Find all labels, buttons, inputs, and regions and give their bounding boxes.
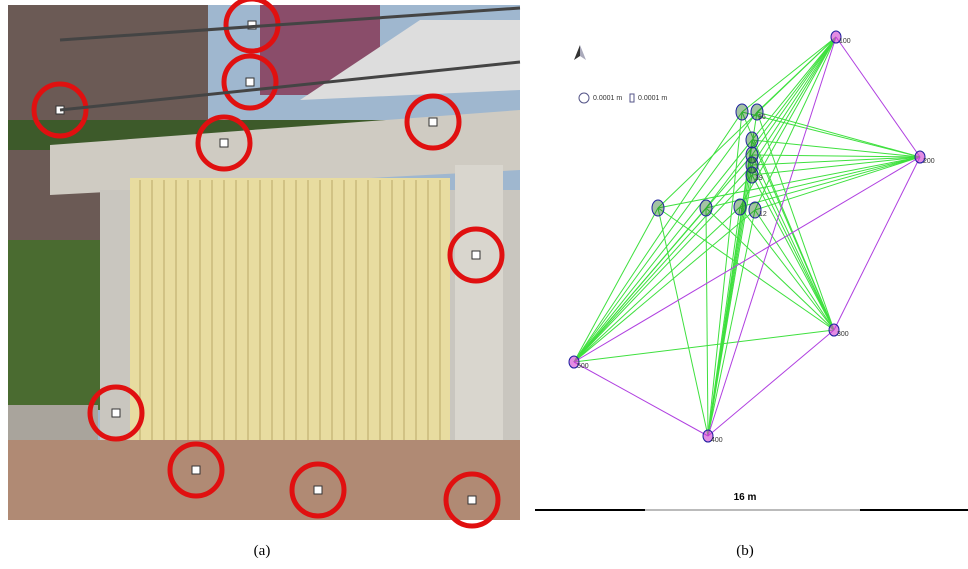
green-link xyxy=(752,37,836,165)
green-link xyxy=(658,208,708,436)
node-label: 400 xyxy=(711,437,723,444)
green-link xyxy=(752,37,836,155)
target-plate xyxy=(429,118,437,126)
green-link xyxy=(752,155,920,157)
green-link xyxy=(574,330,834,362)
green-link xyxy=(752,140,920,157)
target-plate xyxy=(192,466,200,474)
node-label: 12 xyxy=(759,211,767,218)
target-plate xyxy=(468,496,476,504)
caption-b: (b) xyxy=(736,543,754,559)
green-link xyxy=(574,112,757,362)
network: 0.0001 m 0.0001 m 16 m 100 200 300 400 500 16… xyxy=(535,31,968,510)
node-label: 300 xyxy=(837,331,849,338)
purple-link xyxy=(708,37,836,436)
target-plate xyxy=(472,251,480,259)
green-link xyxy=(708,112,742,436)
green-link xyxy=(755,210,834,330)
caption-a: (a) xyxy=(254,543,271,559)
target-plate xyxy=(314,486,322,494)
target-ellipse xyxy=(736,104,748,120)
target-ellipse xyxy=(700,200,712,216)
green-link xyxy=(574,208,658,362)
figure: (a) 0.0001 m 0.0001 m 16 m 100 200 300 400 5… xyxy=(0,0,968,569)
links xyxy=(574,37,920,436)
legend-bar: 0.0001 m xyxy=(638,95,667,102)
target-plate xyxy=(220,139,228,147)
green-link xyxy=(740,207,834,330)
target-ellipse xyxy=(652,200,664,216)
green-link xyxy=(752,165,834,330)
node-label: 500 xyxy=(577,363,589,370)
green-link xyxy=(574,112,742,362)
green-link xyxy=(706,37,836,208)
node-label: 19 xyxy=(755,175,763,182)
node-label: 16 xyxy=(758,114,766,121)
target-plate xyxy=(112,409,120,417)
target-ellipse xyxy=(746,132,758,148)
purple-link xyxy=(574,362,708,436)
node-label: 200 xyxy=(923,158,935,165)
photo xyxy=(8,0,520,526)
scale-label: 16 m xyxy=(734,492,757,503)
target-plate xyxy=(246,78,254,86)
green-link xyxy=(742,37,836,112)
target-ellipse xyxy=(734,199,746,215)
green-link xyxy=(752,37,836,140)
legend-ellipse: 0.0001 m xyxy=(593,95,622,102)
green-link xyxy=(574,207,740,362)
node-label: 100 xyxy=(839,38,851,45)
